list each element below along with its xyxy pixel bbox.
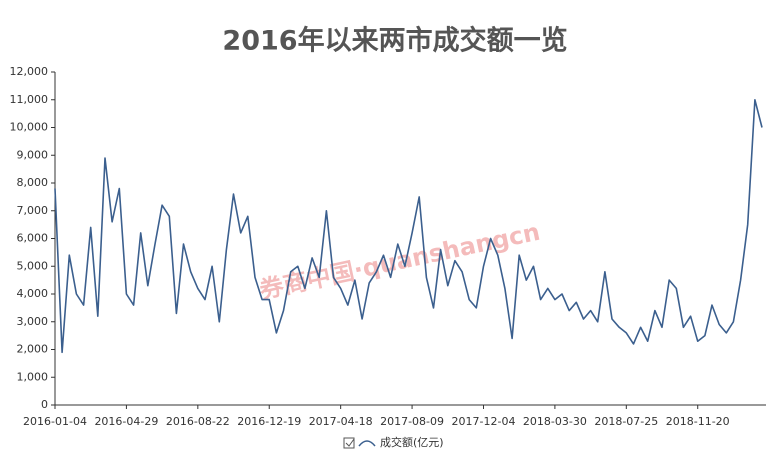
legend-swatch	[358, 440, 376, 447]
y-tick-label: 6,000	[17, 232, 49, 245]
line	[54, 99, 763, 354]
y-tick-label: 5,000	[17, 259, 49, 272]
x-tick-label: 2016-08-22	[166, 415, 230, 428]
chart-title: 2016年以来两市成交额一览	[222, 25, 567, 57]
x-tick-label: 2018-07-25	[594, 415, 658, 428]
y-tick-label: 0	[41, 398, 48, 411]
x-tick-label: 2016-04-29	[94, 415, 158, 428]
legend-checkbox[interactable]	[343, 437, 355, 449]
y-tick-label: 2,000	[17, 343, 49, 356]
y-tick-label: 10,000	[10, 121, 49, 134]
x-tick-label: 2017-08-09	[380, 415, 444, 428]
x-tick-label: 2017-04-18	[309, 415, 373, 428]
legend-label[interactable]: 成交额(亿元)	[380, 435, 444, 449]
y-tick-label: 7,000	[17, 204, 49, 217]
y-tick-label: 3,000	[17, 315, 49, 328]
x-tick-label: 2018-11-20	[666, 415, 730, 428]
y-tick-label: 8,000	[17, 176, 49, 189]
legend[interactable]: 成交额(亿元)	[343, 435, 444, 449]
y-tick-label: 11,000	[10, 93, 49, 106]
x-tick-label: 2016-12-19	[237, 415, 301, 428]
y-tick-label: 4,000	[17, 287, 49, 300]
legend-check	[345, 438, 355, 447]
x-tick-label: 2017-12-04	[452, 415, 516, 428]
y-tick-label: 12,000	[10, 65, 49, 78]
x-tick-label: 2016-01-04	[23, 415, 87, 428]
x-tick-label: 2018-03-30	[523, 415, 587, 428]
y-tick-label: 9,000	[17, 148, 49, 161]
y-tick-label: 1,000	[17, 370, 49, 383]
